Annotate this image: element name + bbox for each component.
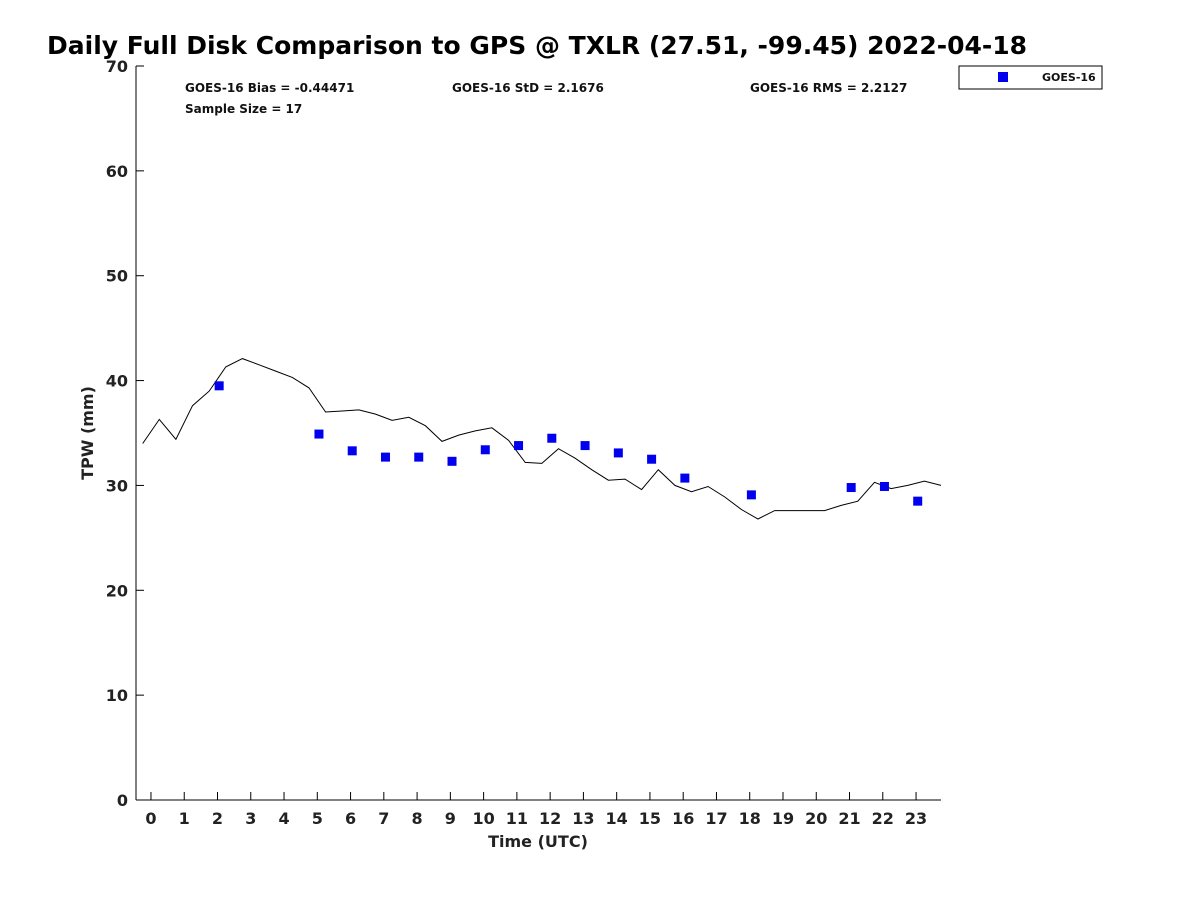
x-tick-label: 6 bbox=[345, 809, 356, 828]
y-tick-label: 20 bbox=[106, 581, 128, 600]
x-tick-label: 10 bbox=[472, 809, 494, 828]
goes16-point bbox=[480, 445, 490, 455]
legend-label-goes16: GOES-16 bbox=[1042, 71, 1096, 84]
x-axis-label: Time (UTC) bbox=[488, 832, 588, 851]
goes16-point bbox=[314, 429, 324, 439]
y-tick-label: 50 bbox=[106, 267, 128, 286]
goes16-point bbox=[879, 481, 889, 491]
goes16-point bbox=[514, 441, 524, 451]
goes16-point bbox=[680, 473, 690, 483]
goes16-point bbox=[746, 490, 756, 500]
x-axis: 0 1 2 3 4 5 6 7 8 9 10 11 12 13 14 15 16 17 18 19 20 21 22 23 bbox=[145, 792, 927, 828]
x-tick-label: 11 bbox=[506, 809, 528, 828]
gps-line-layer bbox=[142, 358, 942, 520]
x-tick-label: 4 bbox=[278, 809, 289, 828]
y-axis-label: TPW (mm) bbox=[78, 386, 97, 480]
x-tick-label: 12 bbox=[539, 809, 561, 828]
x-tick-label: 16 bbox=[672, 809, 694, 828]
std-stat: GOES-16 StD = 2.1676 bbox=[452, 81, 604, 95]
x-tick-label: 0 bbox=[145, 809, 156, 828]
x-tick-label: 14 bbox=[606, 809, 628, 828]
x-tick-label: 17 bbox=[705, 809, 727, 828]
x-tick-label: 7 bbox=[378, 809, 389, 828]
rms-stat: GOES-16 RMS = 2.2127 bbox=[750, 81, 907, 95]
legend-box bbox=[958, 65, 1103, 90]
goes16-point bbox=[414, 452, 424, 462]
y-axis: 0 10 20 30 40 50 60 70 bbox=[106, 57, 144, 810]
x-tick-label: 9 bbox=[445, 809, 456, 828]
x-tick-label: 15 bbox=[639, 809, 661, 828]
x-tick-label: 8 bbox=[412, 809, 423, 828]
goes16-marker-layer bbox=[214, 381, 923, 506]
x-tick-label: 18 bbox=[739, 809, 761, 828]
x-tick-label: 2 bbox=[212, 809, 223, 828]
y-tick-label: 30 bbox=[106, 476, 128, 495]
goes16-point bbox=[613, 448, 623, 458]
y-tick-label: 40 bbox=[106, 372, 128, 391]
y-tick-label: 0 bbox=[117, 791, 128, 810]
goes16-point bbox=[846, 483, 856, 493]
goes16-point bbox=[214, 381, 224, 391]
plot-area bbox=[135, 66, 941, 801]
goes16-point bbox=[647, 454, 657, 464]
legend: GOES-16 bbox=[958, 65, 1103, 90]
x-tick-label: 20 bbox=[805, 809, 827, 828]
goes16-point bbox=[447, 456, 457, 466]
x-tick-label: 23 bbox=[905, 809, 927, 828]
x-tick-label: 1 bbox=[179, 809, 190, 828]
goes16-point bbox=[547, 433, 557, 443]
goes16-point bbox=[580, 441, 590, 451]
gps-tpw-line bbox=[142, 358, 942, 520]
x-tick-label: 3 bbox=[245, 809, 256, 828]
y-tick-label: 60 bbox=[106, 162, 128, 181]
x-tick-label: 19 bbox=[772, 809, 794, 828]
sample-size-stat: Sample Size = 17 bbox=[185, 102, 302, 116]
legend-marker-goes16 bbox=[998, 72, 1008, 82]
y-tick-label: 10 bbox=[106, 686, 128, 705]
x-tick-label: 13 bbox=[572, 809, 594, 828]
y-tick-label: 70 bbox=[106, 57, 128, 76]
bias-stat: GOES-16 Bias = -0.44471 bbox=[185, 81, 354, 95]
goes16-point bbox=[380, 452, 390, 462]
x-tick-label: 22 bbox=[872, 809, 894, 828]
chart-title: Daily Full Disk Comparison to GPS @ TXLR… bbox=[47, 31, 1027, 60]
goes16-point bbox=[913, 496, 923, 506]
x-tick-label: 21 bbox=[838, 809, 860, 828]
x-tick-label: 5 bbox=[312, 809, 323, 828]
goes16-point bbox=[347, 446, 357, 456]
